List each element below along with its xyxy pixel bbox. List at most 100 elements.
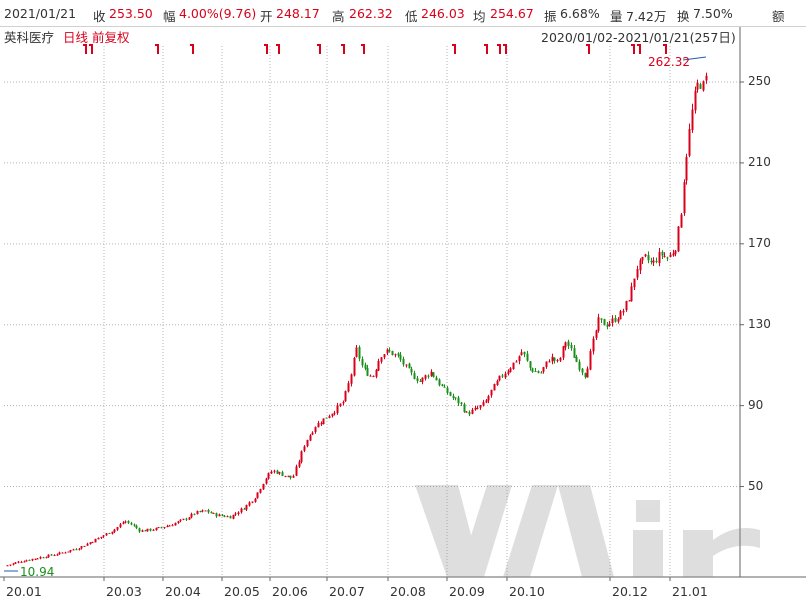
candle-body: [366, 367, 369, 376]
candle-body: [42, 557, 45, 559]
candle-body: [619, 311, 622, 320]
candle-body: [86, 543, 89, 546]
candle-body: [138, 528, 141, 532]
candle-body: [518, 356, 521, 362]
candle-body: [78, 548, 81, 550]
candle-body: [672, 253, 675, 256]
candle-body: [611, 318, 614, 324]
watermark: [415, 485, 760, 577]
candle-body: [309, 435, 312, 441]
candle-body: [375, 369, 378, 377]
candle-body: [526, 353, 529, 361]
watermark-stroke-5: [633, 530, 663, 577]
candle-body: [397, 353, 400, 356]
candle-body: [578, 361, 581, 370]
candle-body: [12, 563, 15, 565]
candle-body: [683, 182, 686, 214]
period-toggle[interactable]: 日线: [63, 30, 89, 45]
candle-body: [270, 471, 273, 474]
amount-label: 额: [772, 9, 785, 24]
candle-body: [691, 109, 694, 131]
candle-body: [622, 310, 625, 313]
amp-label: 振: [544, 9, 557, 24]
candle-body: [113, 529, 116, 532]
event-marker-10: [484, 44, 488, 54]
candle-body: [284, 475, 287, 477]
candle-body: [193, 513, 196, 515]
candle-body: [641, 256, 644, 261]
quote-bar: 2021/01/21 收 253.50 幅 4.00%(9.76) 开 248.…: [0, 0, 806, 27]
candle-body: [245, 505, 248, 510]
candle-body: [328, 416, 331, 418]
candle-body: [171, 525, 174, 527]
candle-body: [608, 323, 611, 326]
adjust-toggle[interactable]: 前复权: [92, 30, 130, 45]
candle-body: [347, 383, 350, 392]
candle-body: [501, 375, 504, 377]
candle-body: [394, 354, 397, 356]
x-tick-label: 20.08: [390, 584, 426, 599]
candle-body: [661, 251, 664, 256]
candle-body: [699, 84, 702, 89]
candle-body: [298, 461, 301, 467]
candle-body: [94, 538, 97, 543]
candle-body: [229, 516, 232, 519]
candle-body: [276, 470, 279, 474]
candle-body: [75, 549, 78, 551]
candle-body: [463, 404, 466, 413]
candle-body: [435, 377, 438, 381]
candle-body: [83, 545, 86, 547]
candle-body: [468, 412, 471, 415]
candle-body: [402, 358, 405, 365]
event-marker-3: [190, 44, 194, 54]
event-marker-16: [663, 44, 667, 54]
candle-body: [386, 349, 389, 354]
candle-body: [223, 515, 226, 517]
candle-body: [47, 554, 50, 558]
candle-body: [177, 521, 180, 523]
candle-body: [295, 466, 298, 476]
y-tick-label: 210: [748, 154, 771, 169]
candle-body: [232, 514, 235, 519]
candle-body: [465, 411, 468, 413]
date-range: 2020/01/02-2021/01/21(257日): [541, 30, 736, 45]
y-tick-label: 130: [748, 316, 771, 331]
vol-value: 7.42万: [626, 9, 667, 24]
candle-body: [111, 531, 114, 534]
candle-body: [427, 375, 430, 377]
candle-body: [617, 319, 620, 322]
candle-body: [204, 510, 207, 512]
x-tick-label: 20.04: [165, 584, 201, 599]
candle-body: [496, 380, 499, 385]
candle-body: [551, 356, 554, 362]
candle-body: [336, 405, 339, 414]
candle-body: [584, 373, 587, 378]
candle-body: [677, 226, 680, 252]
candle-body: [589, 351, 592, 370]
candle-body: [441, 384, 444, 387]
candle-body: [23, 561, 26, 563]
candle-body: [116, 527, 119, 530]
candle-body: [251, 501, 254, 503]
candle-body: [603, 319, 606, 326]
candle-body: [190, 513, 193, 518]
candle-body: [471, 409, 474, 414]
candle-body: [540, 372, 543, 374]
candle-body: [89, 542, 92, 545]
candle-body: [482, 402, 485, 406]
candle-body: [166, 526, 169, 528]
amp-value: 6.68%: [560, 6, 600, 21]
candle-body: [72, 549, 75, 551]
watermark-stroke-4: [558, 485, 614, 577]
candle-body: [438, 379, 441, 386]
candle-body: [119, 524, 122, 528]
avg-value: 254.67: [490, 6, 534, 21]
candle-body: [196, 511, 199, 515]
event-marker-0: [83, 44, 87, 54]
candle-body: [636, 269, 639, 278]
grid-lines: [4, 46, 740, 577]
event-marker-1: [89, 44, 93, 54]
candle-body: [498, 375, 501, 381]
candle-body: [53, 555, 56, 557]
